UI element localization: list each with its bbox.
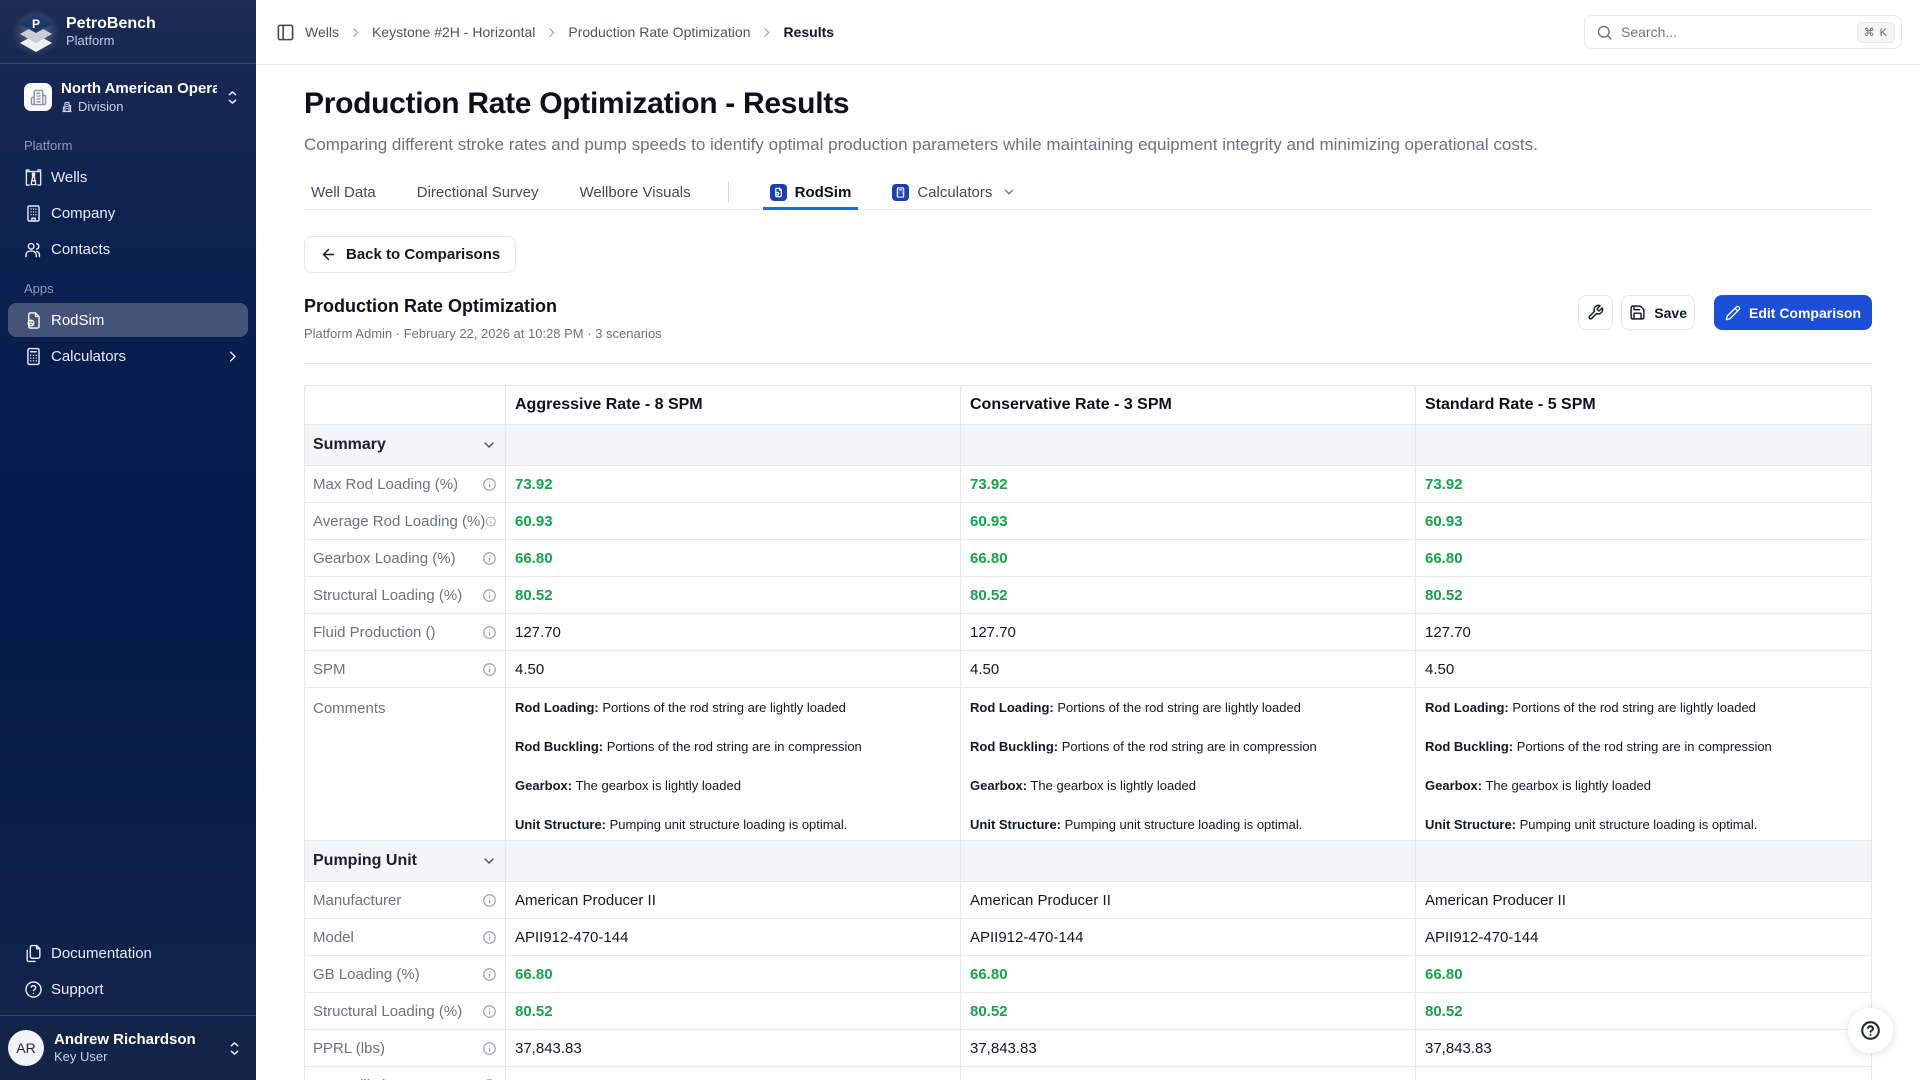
svg-text:P: P [32, 16, 40, 30]
